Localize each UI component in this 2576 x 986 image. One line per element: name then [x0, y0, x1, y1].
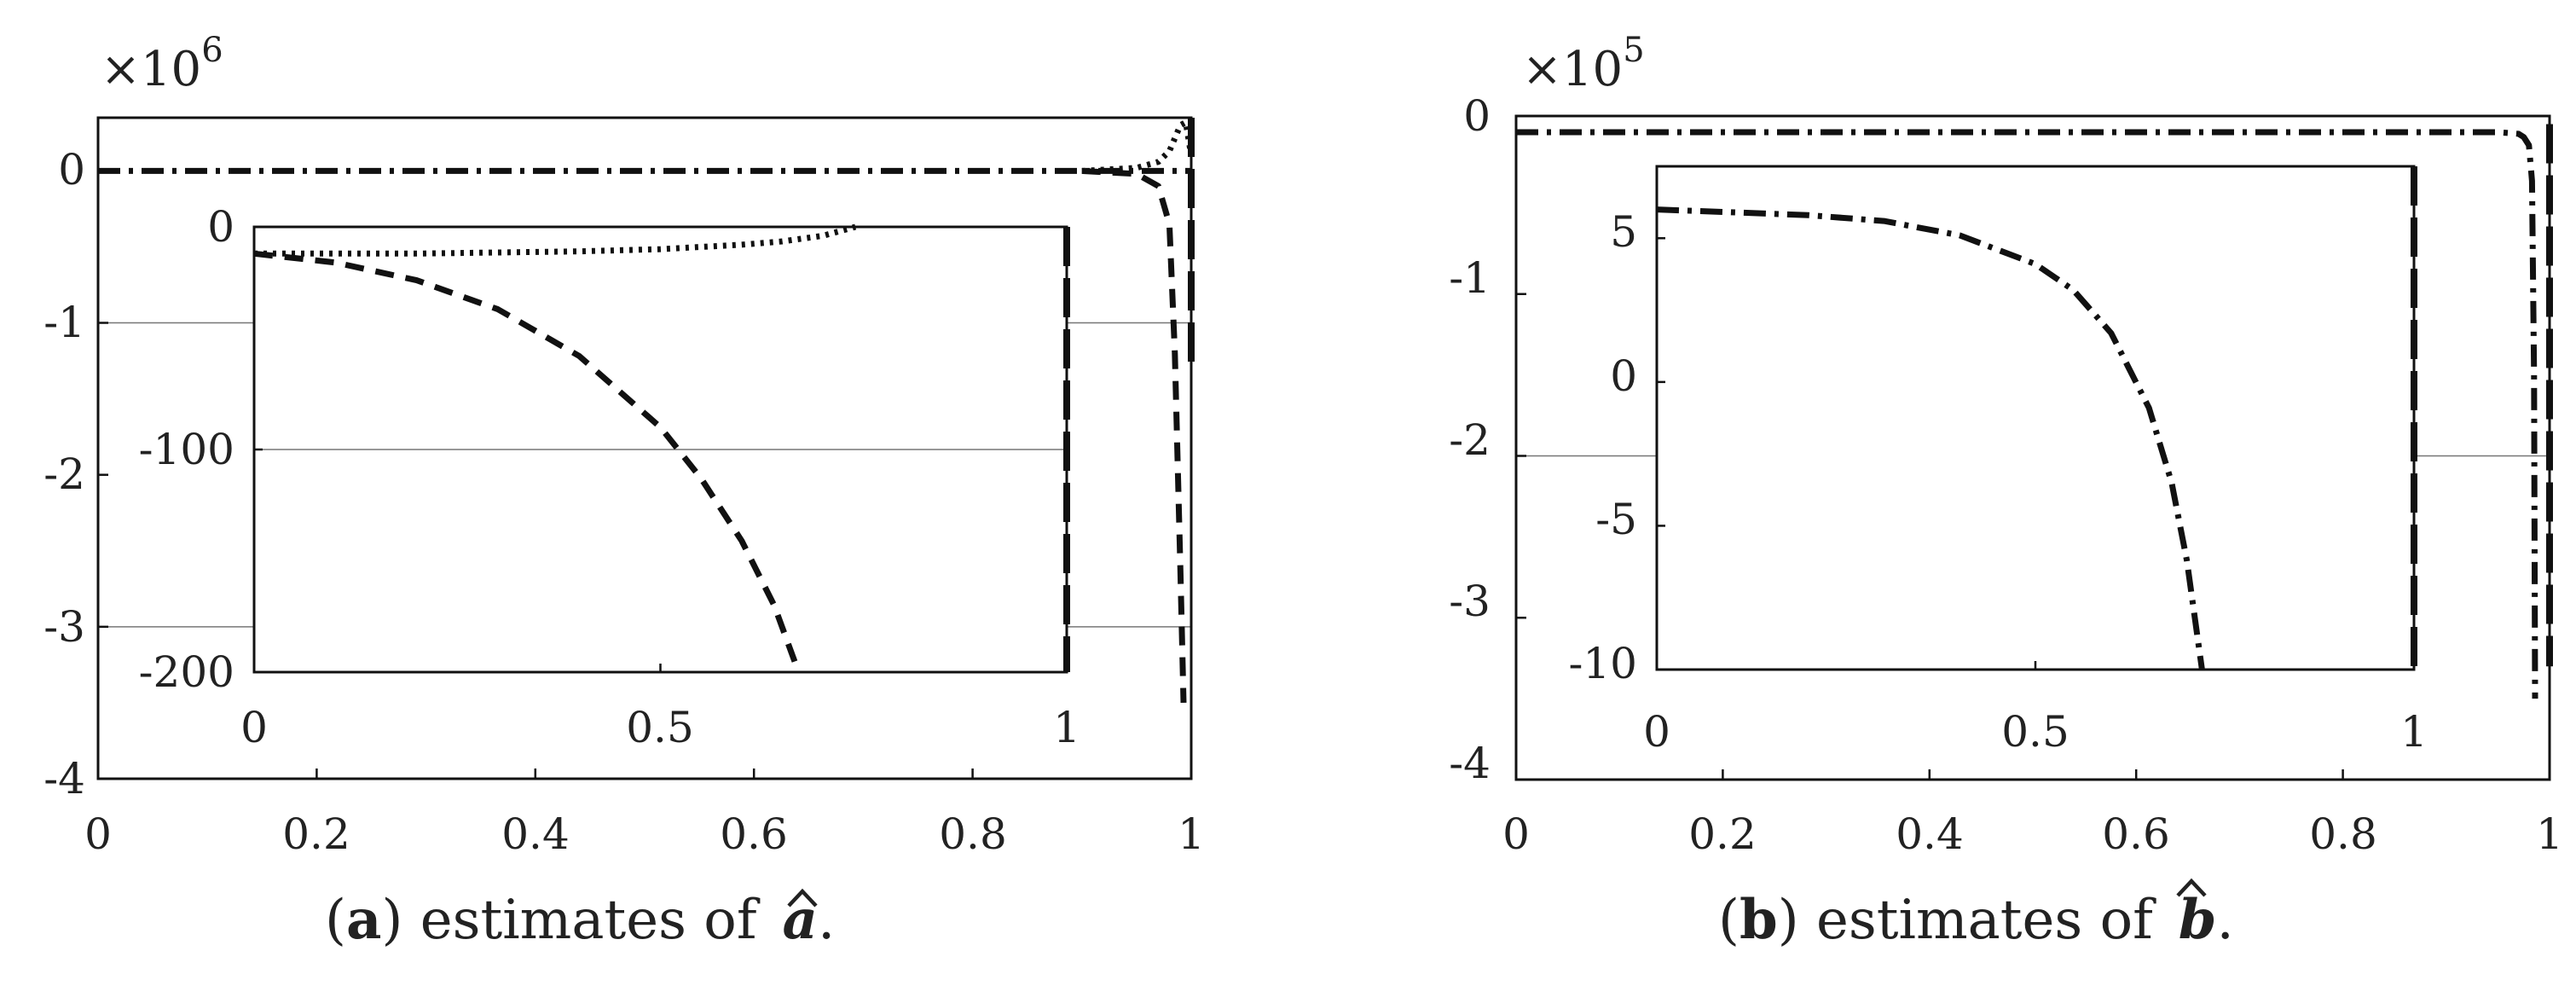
panel-b: ×105 0 -1 -2 -3 -4 0 0.2 0.4 0.6 0.8 1 5… [1449, 31, 2563, 952]
panel-a-xtick-1: 0.2 [282, 809, 350, 859]
panel-a-xtick-4: 0.8 [939, 809, 1007, 859]
panel-b-inset-series-dash-dot-0 [1656, 206, 2205, 670]
panel-a-series-dashed-1 [1081, 167, 1187, 703]
panel-a-xtick-2: 0.4 [501, 809, 570, 859]
panel-b-inset-ticks [1655, 237, 2416, 671]
panel-a: ×106 0 -1 -2 -3 -4 0 0.2 0.4 0.6 0.8 1 0… [43, 31, 1205, 952]
panel-a-series-dotted-2 [1081, 119, 1195, 174]
panel-a-caption: (a) estimates of a. [325, 888, 835, 952]
panel-b-inset-ytick-3: -10 [1568, 639, 1637, 688]
panel-a-axes-frame [96, 116, 1193, 780]
panel-a-inset-xtick-1: 0.5 [626, 703, 694, 752]
panel-a-inset-ytick-2: -200 [139, 647, 234, 697]
panel-b-ytick-3: -3 [1449, 577, 1491, 626]
panel-b-ytick-2: -2 [1449, 415, 1491, 465]
panel-b-axes-frame [1514, 114, 2551, 781]
panel-b-ytick-4: -4 [1449, 739, 1491, 788]
panel-b-inset-xtick-0: 0 [1643, 707, 1670, 757]
panel-a-ytick-2: -2 [43, 450, 85, 499]
panel-b-series-dash-dot-0 [1516, 129, 2538, 699]
panel-a-multiplier: ×106 [101, 31, 223, 97]
panel-a-ytick-4: -4 [43, 754, 85, 803]
panel-b-inset-ytick-1: 0 [1610, 351, 1637, 401]
panel-b-inset-xtick-2: 1 [2400, 707, 2428, 757]
panel-a-inset-ticks [252, 225, 1068, 674]
panel-a-xtick-0: 0 [84, 809, 112, 859]
panel-b-caption: (b) estimates of b. [1718, 888, 2234, 952]
panel-a-caption-hat [787, 888, 818, 908]
panel-b-xtick-5: 1 [2536, 809, 2563, 859]
panel-b-xtick-3: 0.6 [2102, 809, 2170, 859]
panel-b-inset-ytick-0: 5 [1610, 207, 1637, 257]
panel-b-xtick-0: 0 [1502, 809, 1530, 859]
panel-b-caption-hat [2176, 878, 2207, 897]
panel-b-ytick-0: 0 [1463, 91, 1491, 141]
panel-a-inset-xtick-0: 0 [240, 703, 268, 752]
panel-a-inset-ytick-0: 0 [207, 202, 234, 252]
panel-a-ytick-3: -3 [43, 602, 85, 652]
panel-a-ytick-1: -1 [43, 298, 85, 347]
panel-a-inset-xtick-2: 1 [1053, 703, 1080, 752]
panel-a-xtick-5: 1 [1178, 809, 1205, 859]
panel-b-xtick-4: 0.8 [2309, 809, 2377, 859]
panel-b-ticks [1514, 130, 2551, 781]
panel-a-xtick-3: 0.6 [720, 809, 788, 859]
panel-b-xtick-2: 0.4 [1896, 809, 1964, 859]
panel-b-xtick-1: 0.2 [1688, 809, 1757, 859]
panel-b-inset-background [1657, 166, 2414, 670]
panel-a-inset-ytick-1: -100 [139, 425, 234, 474]
panel-b-multiplier: ×105 [1522, 31, 1645, 97]
panel-a-ticks [96, 170, 1193, 780]
panel-a-ytick-0: 0 [58, 145, 85, 194]
panel-a-inset-series-dashed-0 [253, 250, 802, 674]
panel-b-ytick-1: -1 [1449, 253, 1491, 303]
panel-b-inset-xtick-1: 0.5 [2001, 707, 2069, 757]
panel-b-inset-ytick-2: -5 [1595, 495, 1637, 544]
